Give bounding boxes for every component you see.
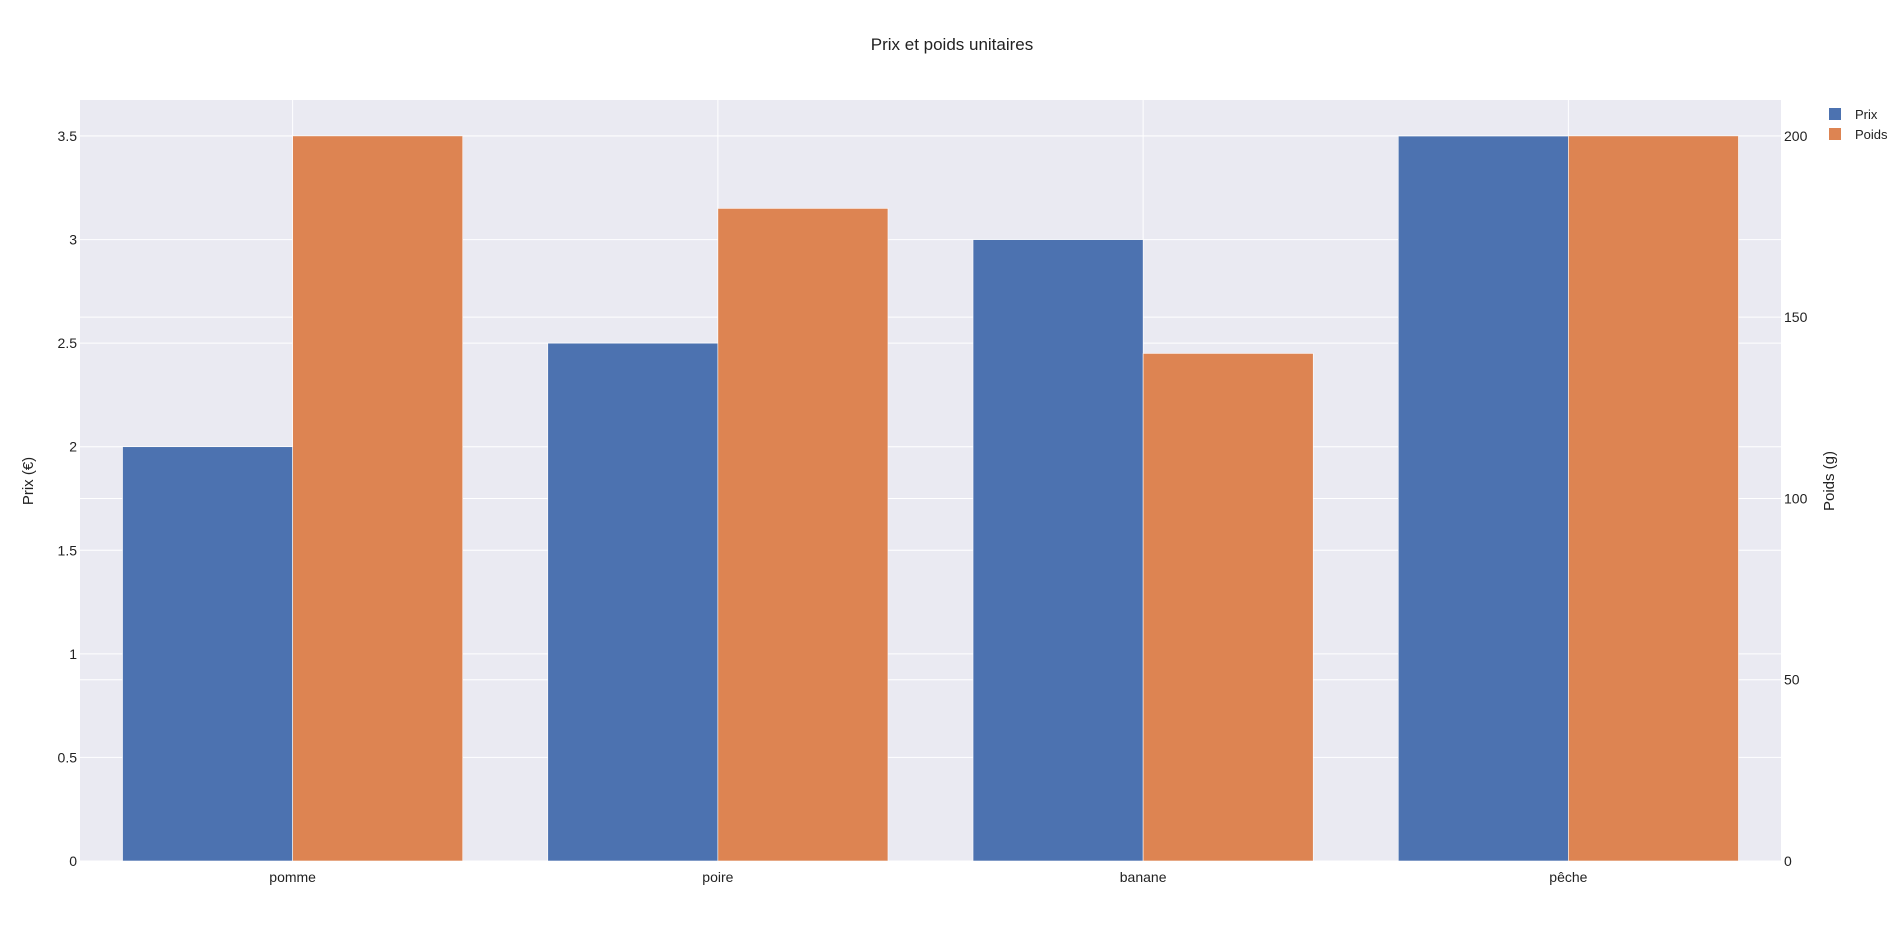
x-tick-label: pêche [1549,869,1587,885]
y-left-tick-label: 3 [69,232,77,248]
bar-poids-poire[interactable] [717,208,889,862]
bar-poids-pomme[interactable] [292,135,464,862]
bar-prix-banane[interactable] [972,239,1144,862]
y-right-tick-label: 50 [1784,672,1800,688]
y-left-tick-label: 2.5 [58,335,78,351]
bar-prix-pêche[interactable] [1397,135,1569,862]
legend[interactable]: Prix Poids [1829,107,1888,142]
y-left-tick-label: 1.5 [58,542,78,558]
bar-prix-poire[interactable] [547,342,719,862]
legend-swatch-poids [1829,128,1841,140]
y-right-tick-label: 100 [1784,490,1808,506]
y-right-tick-label: 150 [1784,309,1808,325]
x-tick-label: banane [1120,869,1167,885]
y-left-axis-label: Prix (€) [20,457,37,505]
tick-labels: 0 0.5 1 1.5 2 2.5 3 3.5 0 50 100 150 200 pomme poire ba… [58,128,1808,885]
y-left-tick-label: 0.5 [58,749,78,765]
chart-title: Prix et poids unitaires [871,35,1034,54]
legend-label-poids[interactable]: Poids [1855,127,1888,142]
x-tick-label: poire [702,869,733,885]
bar-prix-pomme[interactable] [122,446,293,862]
bar-poids-pêche[interactable] [1568,135,1739,862]
y-left-tick-label: 3.5 [58,128,78,144]
y-left-tick-label: 1 [69,646,77,662]
y-left-tick-label: 0 [69,853,77,869]
bars [122,135,1739,862]
legend-label-prix[interactable]: Prix [1855,107,1878,122]
y-right-tick-label: 200 [1784,128,1808,144]
y-left-tick-label: 2 [69,439,77,455]
y-right-tick-label: 0 [1784,853,1792,869]
legend-swatch-prix [1829,108,1841,120]
bar-poids-banane[interactable] [1142,353,1314,862]
y-right-axis-label: Poids (g) [1821,451,1838,511]
x-tick-label: pomme [269,869,316,885]
